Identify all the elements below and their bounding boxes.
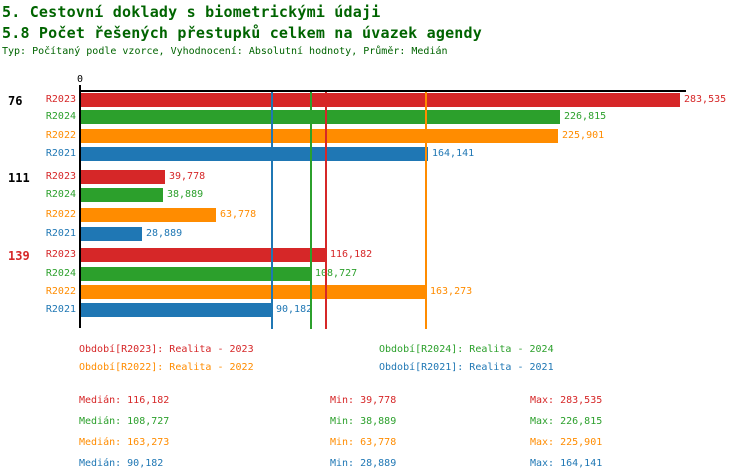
category-axis-line: [79, 85, 81, 328]
value-axis-zero-label: 0: [76, 74, 84, 85]
bar-value-label: 28,889: [146, 228, 183, 239]
bar-value-label: 225,901: [562, 130, 605, 141]
bar-value-label: 63,778: [220, 209, 257, 220]
bar-series-label: R2023: [45, 94, 76, 105]
stat-min-r2023: Min: 39,778: [330, 395, 397, 406]
chart-subtitle: Typ: Počítaný podle vzorce, Vyhodnocení:…: [2, 46, 448, 57]
stat-max-r2024: Max: 226,815: [530, 416, 603, 427]
stat-max-r2023: Max: 283,535: [530, 395, 603, 406]
stat-median-r2024: Medián: 108,727: [79, 416, 170, 427]
median-line-r2021: [271, 92, 273, 329]
legend-item-r2023: Období[R2023]: Realita - 2023: [79, 344, 254, 355]
stat-median-r2023: Medián: 116,182: [79, 395, 170, 406]
median-line-r2023: [325, 92, 327, 329]
bar-r2024-111: [81, 188, 163, 202]
legend-item-r2022: Období[R2022]: Realita - 2022: [79, 362, 254, 373]
bar-value-label: 39,778: [169, 171, 206, 182]
bar-series-label: R2023: [45, 171, 76, 182]
legend-item-r2024: Období[R2024]: Realita - 2024: [379, 344, 554, 355]
bar-series-label: R2024: [45, 111, 76, 122]
bar-r2022-111: [81, 208, 216, 222]
indicator-title: 5.8 Počet řešených přestupků celkem na ú…: [2, 24, 482, 42]
bar-series-label: R2023: [45, 249, 76, 260]
bar-series-label: R2022: [45, 209, 76, 220]
stat-max-r2022: Max: 225,901: [530, 437, 603, 448]
bar-r2022-76: [81, 129, 558, 143]
median-line-r2024: [310, 92, 312, 329]
bar-r2022-139: [81, 285, 426, 299]
bar-series-label: R2022: [45, 286, 76, 297]
stat-median-r2022: Medián: 163,273: [79, 437, 170, 448]
bar-series-label: R2021: [45, 148, 76, 159]
bar-series-label: R2021: [45, 228, 76, 239]
bar-value-label: 38,889: [167, 189, 204, 200]
bar-r2024-76: [81, 110, 560, 124]
bar-r2021-76: [81, 147, 428, 161]
bar-value-label: 226,815: [564, 111, 607, 122]
bar-r2024-139: [81, 267, 311, 281]
bar-value-label: 164,141: [432, 148, 475, 159]
stat-min-r2024: Min: 38,889: [330, 416, 397, 427]
bar-series-label: R2024: [45, 268, 76, 279]
bar-value-label: 283,535: [684, 94, 727, 105]
bar-series-label: R2021: [45, 304, 76, 315]
bar-series-label: R2024: [45, 189, 76, 200]
bar-r2023-139: [81, 248, 326, 262]
bar-value-label: 108,727: [315, 268, 358, 279]
group-label-76: 76: [8, 94, 23, 108]
bar-value-label: 116,182: [330, 249, 373, 260]
group-label-139: 139: [8, 249, 30, 263]
stat-max-r2021: Max: 164,141: [530, 458, 603, 469]
report-title: 5. Cestovní doklady s biometrickými údaj…: [2, 3, 381, 21]
median-line-r2022: [425, 92, 427, 329]
value-axis-line: [79, 90, 686, 92]
legend-item-r2021: Období[R2021]: Realita - 2021: [379, 362, 554, 373]
group-label-111: 111: [8, 171, 30, 185]
bar-value-label: 90,182: [276, 304, 313, 315]
bar-r2021-139: [81, 303, 272, 317]
bar-series-label: R2022: [45, 130, 76, 141]
stat-median-r2021: Medián: 90,182: [79, 458, 164, 469]
stat-min-r2022: Min: 63,778: [330, 437, 397, 448]
stat-min-r2021: Min: 28,889: [330, 458, 397, 469]
bar-r2023-111: [81, 170, 165, 184]
bar-value-label: 163,273: [430, 286, 473, 297]
bar-r2021-111: [81, 227, 142, 241]
bar-r2023-76: [81, 93, 680, 107]
